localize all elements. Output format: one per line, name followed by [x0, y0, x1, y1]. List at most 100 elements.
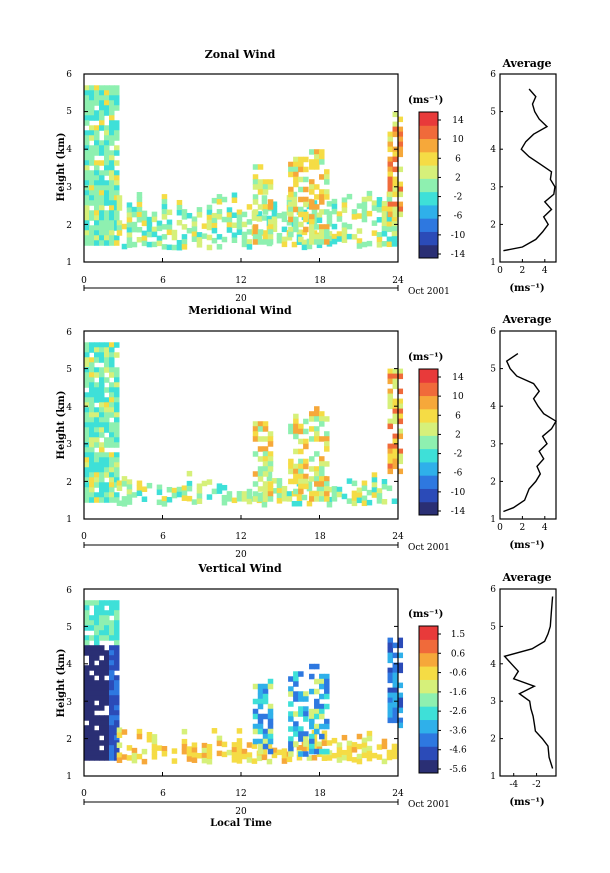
heatmap-cell — [151, 226, 158, 233]
heatmap-cell — [99, 447, 105, 453]
heatmap-cell — [392, 672, 399, 679]
heatmap-cell — [262, 456, 269, 462]
heatmap-cell — [226, 749, 233, 756]
heatmap-cell — [366, 730, 373, 737]
y-ticks: 1 2 3 4 5 6 — [66, 586, 72, 782]
heatmap-cell — [99, 730, 105, 736]
heatmap-cell — [387, 453, 394, 460]
heatmap-cell — [94, 670, 100, 676]
heatmap-cell — [361, 201, 368, 208]
heatmap-cell — [181, 748, 188, 755]
heatmap-cell — [126, 237, 133, 243]
heatmap-cell — [336, 757, 343, 763]
heatmap-cell — [89, 645, 95, 651]
heatmap-cell — [298, 176, 304, 183]
heatmap-cell — [298, 423, 304, 430]
heatmap-cell — [114, 735, 120, 741]
heatmap-cell — [397, 181, 404, 188]
heatmap-cell — [104, 720, 110, 726]
y-tick: 1 — [66, 258, 72, 268]
heatmap-cell — [314, 239, 320, 245]
heatmap-cell — [94, 235, 100, 241]
heatmap-cell — [114, 605, 120, 611]
heatmap-cell — [303, 716, 309, 722]
heatmap-cell — [94, 492, 100, 498]
heatmap-cell — [116, 500, 123, 506]
heatmap-cell — [99, 140, 105, 146]
heatmap-cell — [109, 125, 115, 131]
heatmap-cell — [166, 486, 173, 493]
heatmap-cell — [109, 362, 115, 368]
profile-xlabel: (ms⁻¹) — [509, 283, 544, 294]
heatmap-cell — [397, 702, 404, 709]
heatmap-cell — [104, 487, 110, 493]
heatmap-cell — [314, 703, 320, 710]
heatmap-cell — [94, 225, 100, 231]
heatmap-cell — [109, 402, 115, 408]
heatmap-cell — [303, 418, 309, 425]
colorbar-bin — [419, 759, 438, 774]
heatmap-cell — [99, 342, 105, 348]
heatmap-cell — [114, 452, 120, 458]
heatmap-cell — [293, 206, 299, 213]
heatmap-cell — [89, 685, 95, 691]
heatmap-cell — [109, 130, 115, 136]
heatmap-cell — [104, 95, 110, 101]
heatmap-cell — [114, 210, 120, 216]
heatmap-cell — [271, 201, 278, 207]
heatmap-cell — [293, 176, 299, 183]
heatmap-cell — [257, 204, 264, 210]
x-tick: 18 — [314, 276, 326, 286]
heatmap-cell — [303, 751, 309, 757]
heatmap-cell — [324, 436, 330, 442]
heatmap-cell — [231, 222, 238, 229]
colorbar-bin — [419, 244, 438, 259]
heatmap-cell — [181, 728, 188, 735]
heatmap-cell — [319, 199, 325, 205]
heatmap-cell — [99, 427, 105, 433]
heatmap-cell — [94, 240, 100, 246]
heatmap-cell — [89, 377, 95, 383]
heatmap-cell — [109, 680, 115, 686]
heatmap-cell — [381, 216, 388, 222]
heatmap-cell — [267, 229, 274, 235]
heatmap-cell — [397, 131, 404, 138]
heatmap-cell — [84, 620, 90, 626]
heatmap-cell — [104, 452, 110, 458]
heatmap-cell — [392, 413, 399, 420]
heatmap-cell — [351, 490, 358, 497]
heatmap-cell — [94, 210, 100, 216]
heatmap-cell — [397, 373, 404, 380]
heatmap-cell — [94, 715, 100, 721]
heatmap-cell — [104, 357, 110, 363]
x-tick: 24 — [392, 789, 404, 799]
heatmap-cell — [89, 472, 95, 478]
heatmap-cell — [191, 226, 198, 232]
heatmap-cell — [281, 748, 288, 754]
heatmap-cell — [381, 221, 388, 227]
heatmap-cell — [392, 111, 399, 118]
heatmap-cell — [336, 747, 343, 753]
heatmap-cell — [387, 388, 394, 395]
heatmap-cell — [94, 422, 100, 428]
profile-line — [503, 353, 557, 513]
heatmap-cell — [286, 195, 293, 201]
heatmap-cell — [236, 496, 243, 502]
heatmap-cell — [309, 496, 315, 502]
heatmap-cell — [266, 743, 273, 750]
heatmap-cell — [126, 755, 133, 761]
heatmap-cell — [309, 491, 315, 497]
heatmap-cell — [397, 126, 404, 133]
heatmap-cell — [84, 715, 90, 721]
heatmap-cell — [109, 432, 115, 438]
heatmap-cell — [94, 145, 100, 151]
heatmap-cell — [392, 687, 399, 694]
heatmap-cell — [341, 207, 348, 213]
heatmap-cell — [221, 741, 228, 748]
heatmap-cell — [252, 209, 259, 215]
heatmap-cell — [114, 655, 120, 661]
heatmap-cell — [262, 446, 269, 452]
heatmap-cell — [89, 725, 95, 731]
heatmap-cell — [397, 448, 404, 455]
